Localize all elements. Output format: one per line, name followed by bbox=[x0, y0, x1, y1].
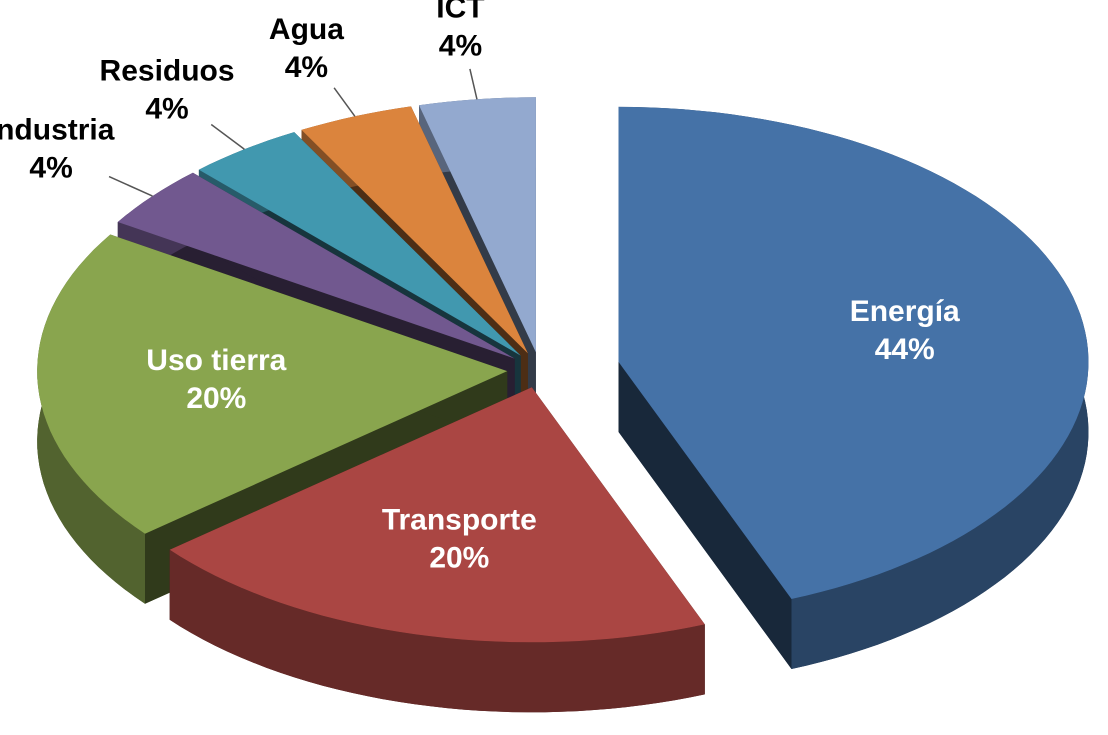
slice bbox=[618, 106, 1089, 669]
slice-top bbox=[419, 97, 536, 353]
leader-line bbox=[210, 123, 245, 150]
slice-label: Residuos bbox=[100, 54, 235, 87]
leader-line bbox=[108, 175, 153, 197]
slice-value-label: 4% bbox=[439, 29, 482, 62]
leader-line bbox=[469, 68, 478, 100]
slice-edge bbox=[169, 549, 705, 713]
slice-label: Uso tierra bbox=[146, 344, 286, 377]
slice-side bbox=[618, 361, 792, 669]
slice-top bbox=[37, 234, 508, 534]
slice-label: Industria bbox=[0, 113, 115, 146]
slice-label: ICT bbox=[436, 0, 484, 24]
slice-value-label: 4% bbox=[29, 151, 72, 184]
slice-value-label: 44% bbox=[875, 333, 935, 366]
slice-top bbox=[117, 172, 515, 359]
slice-value-label: 20% bbox=[429, 541, 489, 574]
slice-label: Transporte bbox=[382, 503, 537, 536]
leader-line bbox=[333, 87, 356, 117]
slice-top bbox=[301, 106, 528, 354]
slice-top bbox=[618, 106, 1089, 600]
slice-value-label: 4% bbox=[145, 92, 188, 125]
slice-value-label: 4% bbox=[285, 51, 328, 84]
slice-top bbox=[169, 387, 705, 643]
slice-label: Energía bbox=[850, 295, 960, 328]
slice-top bbox=[198, 132, 521, 356]
slice bbox=[169, 387, 705, 713]
slice-label: Agua bbox=[269, 13, 344, 46]
slice-value-label: 20% bbox=[186, 382, 246, 415]
